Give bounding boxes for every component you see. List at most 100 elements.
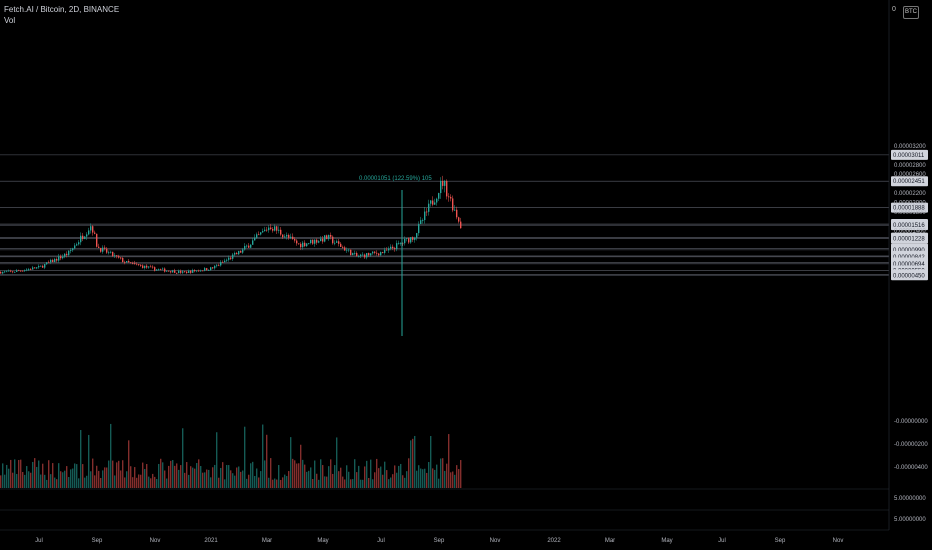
volume-bar [246,478,248,488]
volume-bar [396,472,398,488]
volume-bar [356,472,358,488]
candle-body [290,236,292,238]
volume-bar [292,458,294,488]
volume-bar [174,465,176,488]
candle-body [252,240,254,245]
candle-body [412,237,414,240]
candle-body [66,253,68,255]
level-badge-label: 0.00001228 [893,237,925,243]
volume-bar [186,462,188,488]
candle-body [104,247,106,249]
candle-body [218,265,220,267]
symbol-title[interactable]: Fetch.AI / Bitcoin, 2D, BINANCE [4,5,120,14]
candle-body [112,251,114,257]
candle-body [24,270,26,272]
lower-scale: -0.00000000 -0.00000200 -0.00000400 5.00000… [0,0,928,530]
level-badge [891,149,928,160]
x-tick-label: Mar [605,538,615,544]
volume-bar [370,459,372,488]
candle-body [102,247,104,252]
candle-body [168,270,170,272]
candle-body [174,270,176,273]
volume-bar [170,460,172,488]
volume-bar [0,475,2,488]
volume-bar [340,467,342,488]
candle-body [76,244,78,246]
candle-body [156,269,158,271]
volume-bar [214,464,216,488]
volume-bar [198,459,200,488]
volume-bar [92,458,94,488]
candle-body [388,248,390,251]
candle-body [48,262,50,264]
x-tick-label: Jul [377,538,385,544]
price-axis[interactable]: 0.00003200 0.00002800 0.00002600 0.00002200… [894,144,926,235]
volume-bar [428,462,430,488]
volume-bar [310,467,312,488]
candle-body [70,250,72,251]
volume-indicator-label[interactable]: Vol [4,16,16,25]
volume-bar [314,460,316,488]
candle-body [390,246,392,249]
candle-body [430,200,432,204]
volume-bar [6,464,8,488]
volume-bar [72,468,74,488]
volume-bar [82,464,84,488]
currency-badge[interactable]: BTC [903,6,919,19]
candle-body [196,270,198,272]
candle-body [368,253,370,256]
volume-bar [446,463,448,488]
candle-body [296,240,298,244]
candle-body [456,209,458,218]
volume-bar [52,463,54,488]
candle-body [392,246,394,249]
volume-bar [282,477,284,488]
time-axis[interactable]: Jul Sep Nov 2021 Mar May Jul Sep Nov 2022 Mar May Ju… [0,529,889,544]
volume-bar [184,472,186,488]
volume-bar [238,466,240,488]
candle-body [422,220,424,221]
x-tick-label: Nov [490,538,501,544]
volume-bar [124,477,126,488]
volume-bar [348,471,350,488]
volume-bar [58,463,60,488]
volume-bar [306,471,308,488]
y-tick-label: 0.00002000 [894,200,926,206]
volume-bar [300,444,302,488]
volume-bar [320,459,322,488]
measure-tool[interactable]: 0.00001051 (122.59%) 105 [359,176,432,336]
volume-bar [200,466,202,488]
candle-body [164,268,166,272]
level-badge [891,270,928,281]
candle-body [56,258,58,261]
candle-body [306,243,308,247]
candle-body [40,265,42,267]
candle-body [124,262,126,263]
volume-bar [390,477,392,488]
volume-bar [312,479,314,488]
volume-bar [316,473,318,488]
candle-body [406,238,408,239]
currency-badge-prefix: 0 [892,6,896,13]
volume-bar [240,471,242,488]
volume-bar [350,479,352,488]
volume-bar [268,477,270,488]
volume-bar [274,478,276,488]
volume-bar [344,479,346,488]
volume-bar [318,479,320,488]
volume-bar [304,464,306,488]
volume-bar [100,477,102,488]
candle-body [34,267,36,269]
candle-body [176,272,178,274]
volume-bar [98,470,100,488]
candle-body [284,236,286,238]
candle-body [152,266,154,268]
volume-bar [426,472,428,488]
candle-body [54,258,56,263]
candle-body [364,254,366,258]
candle-body [68,250,70,255]
volume-bar [440,458,442,488]
candle-body [396,243,398,250]
candle-body [46,262,48,265]
